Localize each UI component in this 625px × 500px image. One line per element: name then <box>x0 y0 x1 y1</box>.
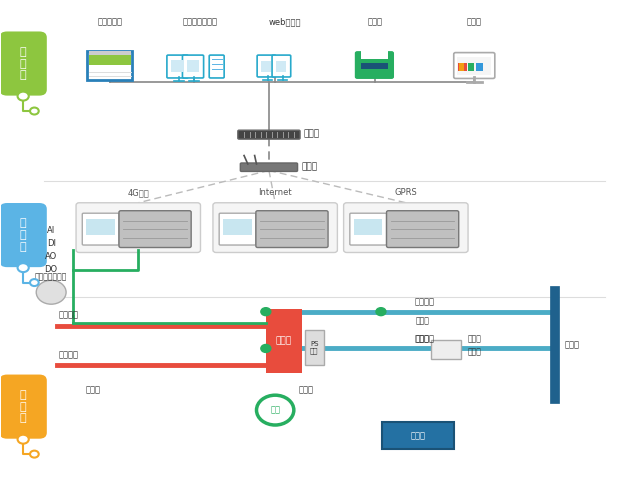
FancyBboxPatch shape <box>361 49 388 59</box>
Circle shape <box>30 450 39 458</box>
Text: 补水箱: 补水箱 <box>411 431 426 440</box>
Text: web服务器: web服务器 <box>268 17 301 26</box>
FancyBboxPatch shape <box>355 51 394 79</box>
FancyBboxPatch shape <box>386 210 459 248</box>
Circle shape <box>30 279 39 286</box>
Text: 打印机: 打印机 <box>368 17 382 26</box>
Text: GPRS: GPRS <box>394 188 418 198</box>
FancyBboxPatch shape <box>261 61 271 72</box>
FancyBboxPatch shape <box>476 63 483 71</box>
FancyBboxPatch shape <box>167 55 188 78</box>
Text: Internet: Internet <box>258 188 292 198</box>
Circle shape <box>18 263 29 272</box>
FancyBboxPatch shape <box>256 210 328 248</box>
Text: 室外温度采集器: 室外温度采集器 <box>35 272 68 281</box>
FancyBboxPatch shape <box>119 210 191 248</box>
FancyBboxPatch shape <box>458 56 491 76</box>
FancyBboxPatch shape <box>459 63 464 71</box>
Text: 温差: 温差 <box>270 406 280 414</box>
FancyBboxPatch shape <box>86 219 114 235</box>
FancyBboxPatch shape <box>171 60 184 72</box>
Text: 补水泵: 补水泵 <box>468 348 482 356</box>
FancyBboxPatch shape <box>354 219 382 235</box>
Text: 主管网: 主管网 <box>564 340 579 349</box>
Text: 二次回水: 二次回水 <box>414 334 434 344</box>
FancyBboxPatch shape <box>382 422 454 449</box>
Circle shape <box>18 92 29 100</box>
Text: 4G网络: 4G网络 <box>127 188 149 198</box>
FancyBboxPatch shape <box>454 52 495 78</box>
FancyBboxPatch shape <box>213 203 338 252</box>
Text: PS
配电: PS 配电 <box>310 340 319 354</box>
FancyBboxPatch shape <box>82 213 119 245</box>
Text: 管
理
层: 管 理 层 <box>20 47 26 80</box>
FancyBboxPatch shape <box>223 219 251 235</box>
Text: 自
控
层: 自 控 层 <box>20 218 26 252</box>
Text: 操作站: 操作站 <box>467 17 482 26</box>
Text: 交换机: 交换机 <box>303 130 319 138</box>
Text: 循环泵: 循环泵 <box>299 385 314 394</box>
FancyBboxPatch shape <box>76 203 201 252</box>
FancyBboxPatch shape <box>431 340 461 359</box>
FancyBboxPatch shape <box>458 63 467 71</box>
FancyBboxPatch shape <box>209 55 224 78</box>
FancyBboxPatch shape <box>238 130 300 139</box>
Circle shape <box>30 108 39 114</box>
Circle shape <box>18 434 29 444</box>
FancyBboxPatch shape <box>257 55 276 77</box>
Text: 实时数据服务器: 实时数据服务器 <box>183 17 218 26</box>
FancyBboxPatch shape <box>344 203 468 252</box>
Text: 流量计: 流量计 <box>468 334 482 344</box>
FancyBboxPatch shape <box>0 374 47 438</box>
FancyBboxPatch shape <box>187 60 199 72</box>
FancyBboxPatch shape <box>468 63 474 71</box>
Text: 一次回水: 一次回水 <box>59 350 79 360</box>
FancyBboxPatch shape <box>361 63 388 69</box>
FancyBboxPatch shape <box>219 213 256 245</box>
Text: 传感器: 传感器 <box>415 316 429 326</box>
Text: 变频器: 变频器 <box>415 334 429 344</box>
FancyBboxPatch shape <box>182 55 204 78</box>
Circle shape <box>261 308 271 316</box>
Text: 现
场
层: 现 场 层 <box>20 390 26 423</box>
FancyBboxPatch shape <box>89 51 131 55</box>
Text: AI
DI
AO
DO: AI DI AO DO <box>44 226 58 274</box>
FancyBboxPatch shape <box>276 61 286 72</box>
Text: 二次供水: 二次供水 <box>414 298 434 306</box>
FancyBboxPatch shape <box>88 51 132 80</box>
Text: 大屏幕背投: 大屏幕背投 <box>98 17 122 26</box>
FancyBboxPatch shape <box>241 163 298 172</box>
FancyBboxPatch shape <box>266 308 302 374</box>
Circle shape <box>256 395 294 425</box>
Text: 换热器: 换热器 <box>276 336 292 345</box>
Circle shape <box>261 344 271 352</box>
FancyBboxPatch shape <box>0 203 47 267</box>
FancyBboxPatch shape <box>272 55 291 77</box>
Circle shape <box>376 308 386 316</box>
Text: 一次供水: 一次供水 <box>59 310 79 320</box>
FancyBboxPatch shape <box>0 32 47 96</box>
FancyBboxPatch shape <box>89 55 131 65</box>
Circle shape <box>36 280 66 304</box>
FancyBboxPatch shape <box>350 213 386 245</box>
Text: 热量表: 热量表 <box>86 385 101 394</box>
Text: 路由器: 路由器 <box>301 162 318 171</box>
FancyBboxPatch shape <box>305 330 324 366</box>
